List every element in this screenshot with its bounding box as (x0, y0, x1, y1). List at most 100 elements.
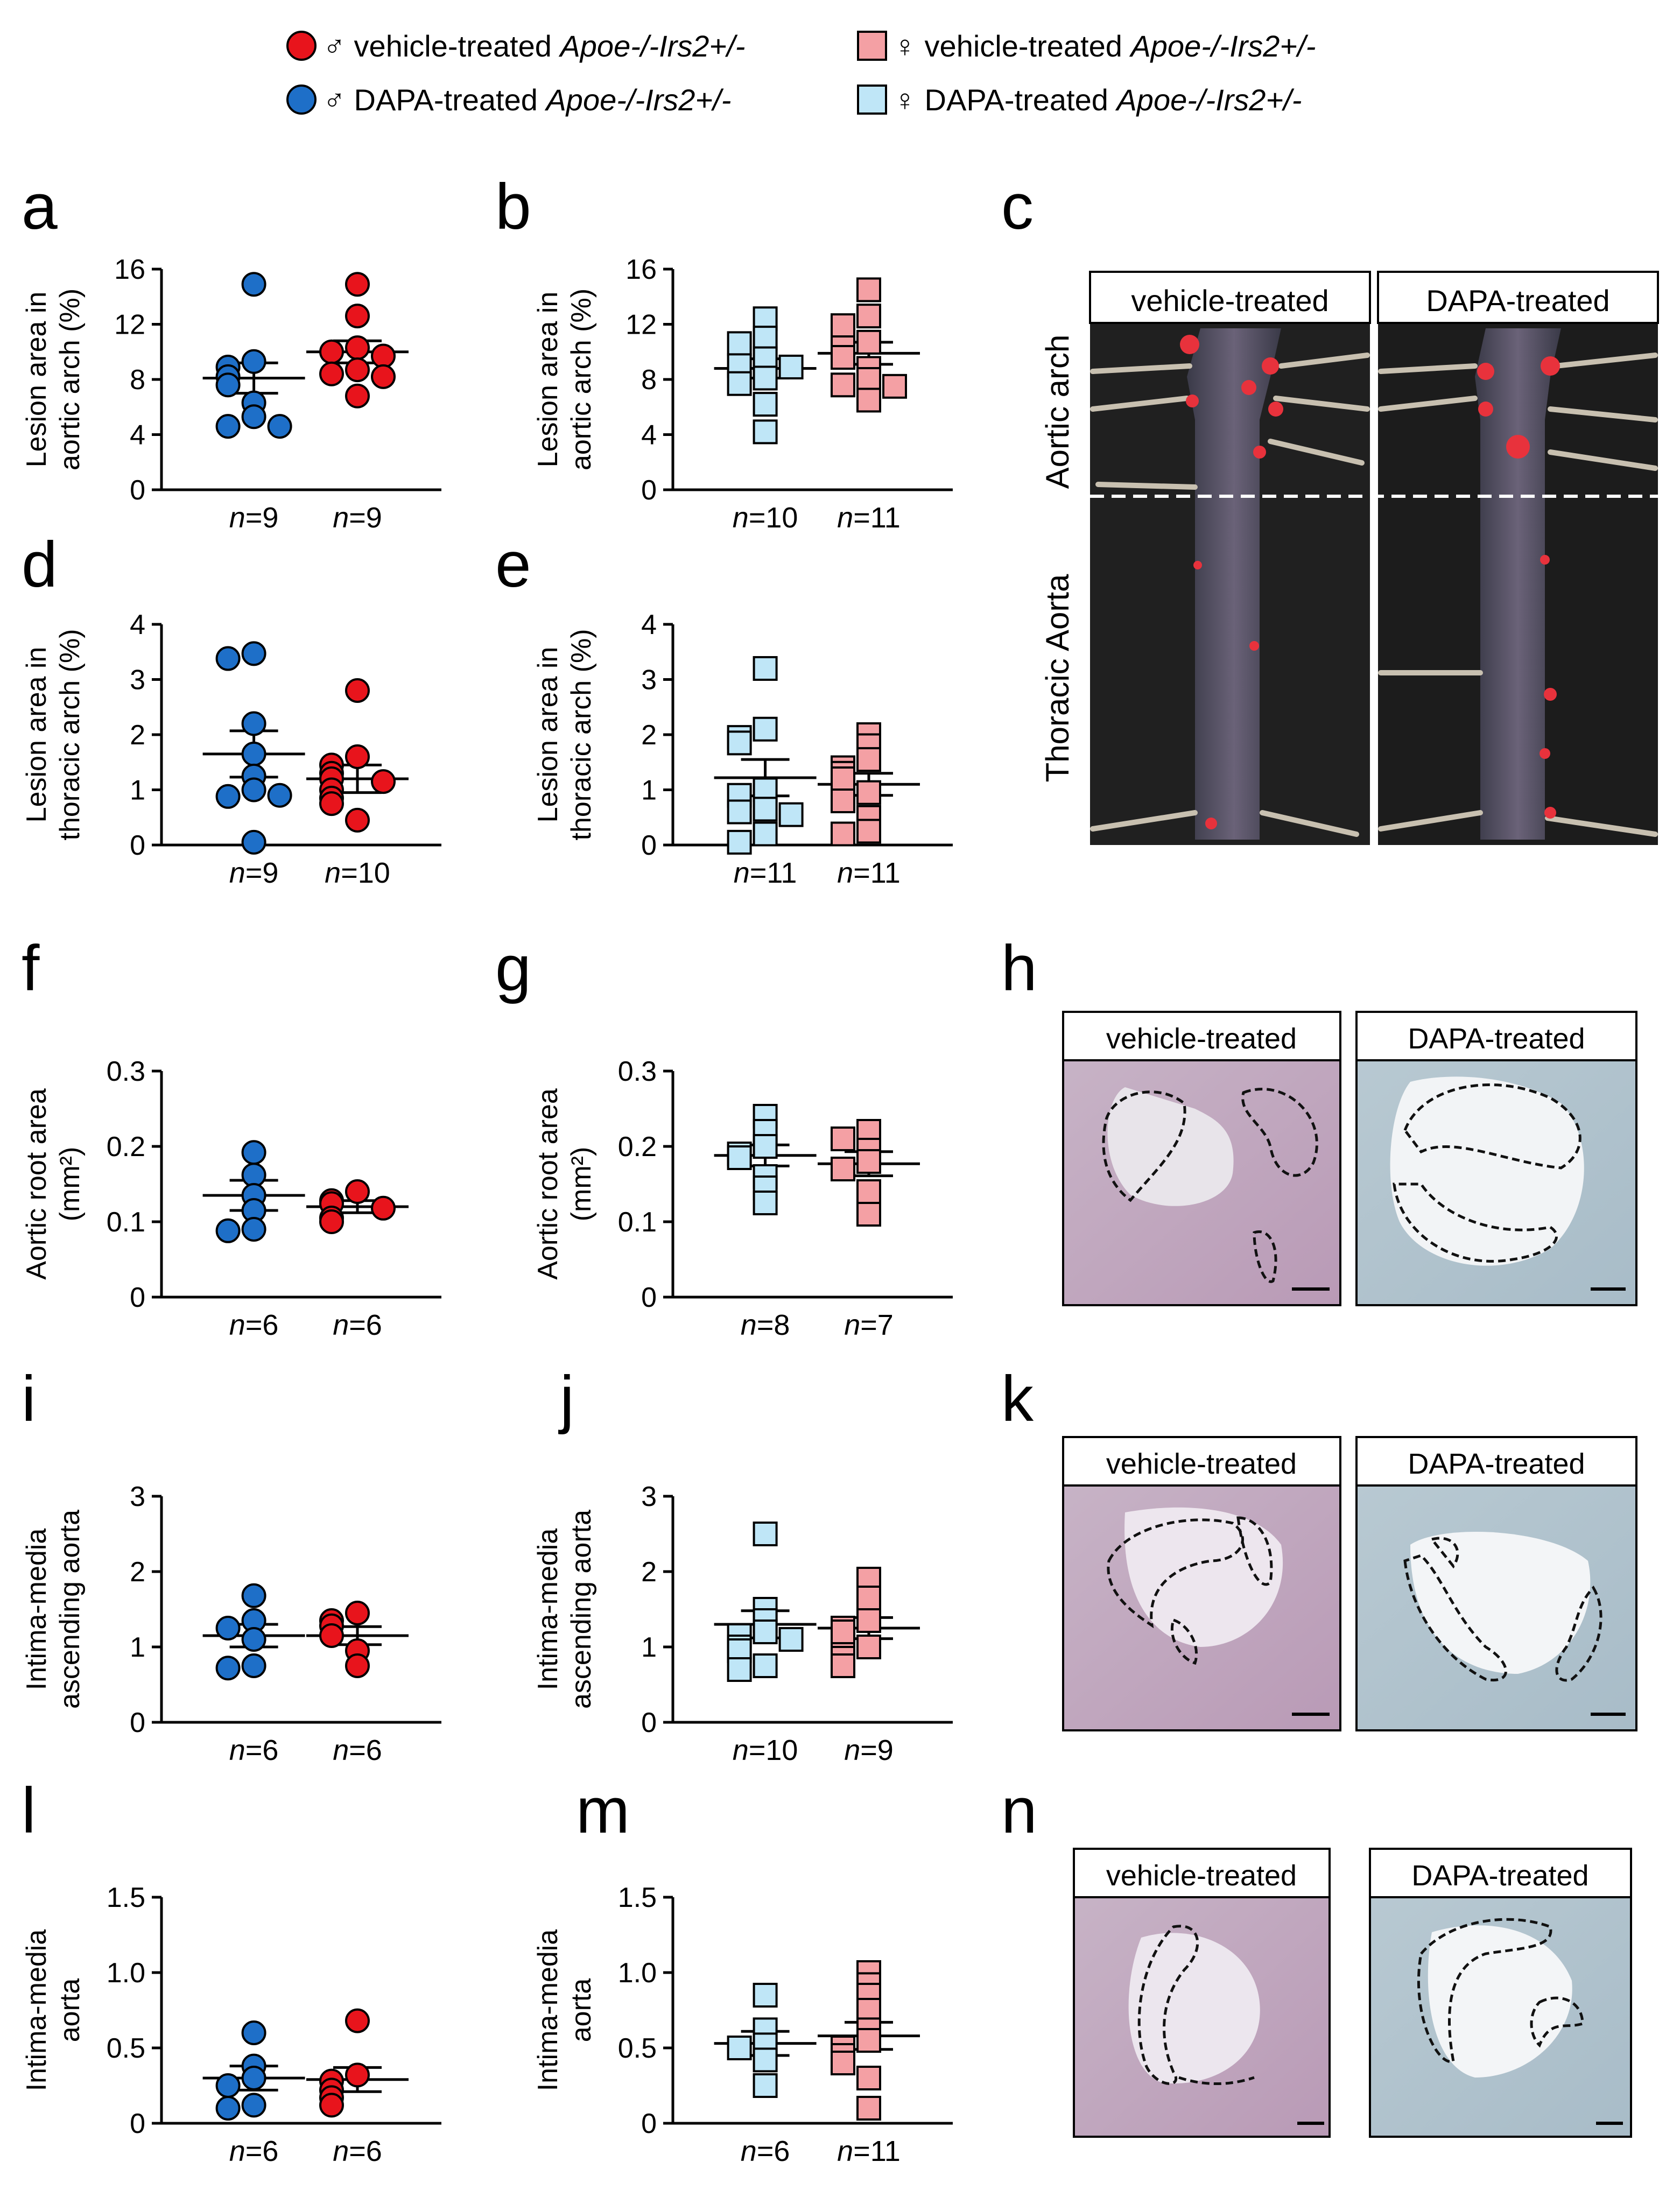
data-point (215, 646, 241, 671)
y-axis-label: thoracic arch (%) (54, 629, 86, 841)
y-axis-label: Lesion area in (21, 647, 52, 823)
y-tick-label: 1 (641, 1632, 657, 1663)
y-axis-label: Intima-media (532, 1930, 564, 2092)
group-n-label: n=10 (325, 857, 390, 889)
data-point (241, 1217, 266, 1242)
y-tick-label: 8 (641, 364, 657, 396)
y-tick-label: 1 (641, 775, 657, 806)
y-tick-label: 4 (641, 609, 657, 640)
data-point (345, 807, 370, 833)
y-axis-label: Lesion area in (532, 647, 564, 823)
panel-letter-i: i (22, 1363, 36, 1435)
data-point (345, 2062, 370, 2088)
data-point (831, 345, 855, 370)
panel-letter-j: j (558, 1363, 574, 1435)
data-point (753, 2073, 778, 2098)
data-point (831, 1653, 855, 1678)
y-tick-label: 1.0 (107, 1957, 145, 1989)
legend-marker-circle (286, 85, 317, 115)
data-point (856, 747, 881, 772)
tag-c-dapa-box (1377, 271, 1659, 324)
data-point (727, 371, 752, 396)
y-tick-label: 0 (641, 1707, 657, 1738)
panel-letter-f: f (22, 932, 40, 1004)
data-point (753, 1653, 778, 1678)
tag-k-vehicle: vehicle-treated (1106, 1448, 1297, 1480)
data-point (831, 2051, 855, 2075)
chart-d: 0 1 2 3 4 Lesion area in thoracic arch (%) n=9 n… (21, 609, 441, 889)
data-point (241, 777, 266, 802)
y-tick-label: 1.5 (107, 1882, 145, 1913)
data-point (856, 388, 881, 413)
data-point (727, 730, 752, 756)
data-point (778, 354, 804, 379)
y-tick-label: 3 (641, 1481, 657, 1512)
y-axis-label: aorta (54, 1978, 86, 2043)
legend-item: ♂ DAPA-treated Apoe-/-Irs2+/- (286, 83, 731, 117)
legend-label: ♀ DAPA-treated Apoe-/-Irs2+/- (894, 83, 1302, 117)
data-point (753, 326, 778, 351)
chart-e: 0 1 2 3 4 Lesion area in thoracic arch (%) n=11… (532, 609, 953, 889)
data-point (856, 367, 881, 392)
group-n-label: n=9 (844, 1734, 894, 1766)
tag-c-vehicle: vehicle-treated (1131, 284, 1328, 318)
chart-a: 0 4 8 12 16 Lesion area in aortic arch (%) n=9 n… (21, 254, 441, 534)
data-point (215, 1218, 241, 1243)
y-axis-label: Intima-media (21, 1930, 52, 2092)
data-point (753, 392, 778, 417)
data-point (241, 2020, 266, 2045)
data-point (831, 788, 855, 813)
data-point (753, 797, 778, 822)
y-tick-label: 0.2 (618, 1131, 657, 1163)
y-tick-label: 4 (130, 609, 145, 640)
y-tick-label: 1.0 (618, 1957, 657, 1989)
tag-h-vehicle: vehicle-treated (1106, 1023, 1297, 1055)
data-point (241, 741, 266, 766)
data-point (241, 1583, 266, 1608)
data-point (345, 304, 370, 329)
y-axis-label: ascending aorta (54, 1510, 86, 1709)
data-point (753, 1619, 778, 1644)
data-point (241, 711, 266, 736)
data-point (753, 1191, 778, 1215)
panel-letter-a: a (22, 171, 58, 243)
legend-item: ♂ vehicle-treated Apoe-/-Irs2+/- (286, 29, 745, 63)
y-tick-label: 4 (641, 420, 657, 451)
data-point (856, 1635, 881, 1659)
data-point (345, 383, 370, 409)
panel-letter-n: n (1001, 1775, 1037, 1847)
data-point (319, 339, 344, 364)
legend-label: ♂ vehicle-treated Apoe-/-Irs2+/- (323, 29, 745, 63)
group-n-label: n=10 (733, 502, 798, 534)
chart-f: 0 0.1 0.2 0.3 Aortic root area (mm²) n=6 n=6 (21, 1056, 441, 1341)
y-axis-label: Intima-media (532, 1529, 564, 1691)
y-tick-label: 0.3 (618, 1056, 657, 1087)
group-n-label: n=11 (837, 2135, 901, 2167)
data-point (241, 1653, 266, 1678)
y-tick-label: 0.3 (107, 1056, 145, 1087)
y-tick-label: 2 (641, 1557, 657, 1588)
data-point (215, 784, 241, 809)
panel-letter-m: m (576, 1775, 630, 1847)
data-point (241, 272, 266, 297)
data-point (856, 780, 881, 805)
data-point (856, 2028, 881, 2053)
y-axis-label: aortic arch (%) (54, 288, 86, 470)
chart-b: 0 4 8 12 16 Lesion area in aortic arch (%) n=10… (532, 254, 953, 534)
tag-c-vehicle-box (1089, 271, 1371, 324)
legend-marker-circle (286, 31, 317, 61)
data-point (371, 769, 396, 794)
data-point (831, 1126, 855, 1151)
data-point (856, 1202, 881, 1227)
y-tick-label: 0.5 (618, 2033, 657, 2064)
photo-panel-k: vehicle-treated DAPA-treated (1062, 1436, 1637, 1731)
legend-marker-square (857, 31, 887, 61)
data-point (241, 641, 266, 666)
y-tick-label: 0.5 (107, 2033, 145, 2064)
y-axis-label: Aortic root area (532, 1088, 564, 1280)
group-n-label: n=9 (229, 502, 279, 534)
panel-letters: a b c d e f g h i j k l m n (22, 171, 1037, 1847)
tag-k-dapa: DAPA-treated (1408, 1448, 1585, 1480)
y-tick-label: 3 (641, 665, 657, 696)
panel-letter-k: k (1001, 1363, 1034, 1435)
